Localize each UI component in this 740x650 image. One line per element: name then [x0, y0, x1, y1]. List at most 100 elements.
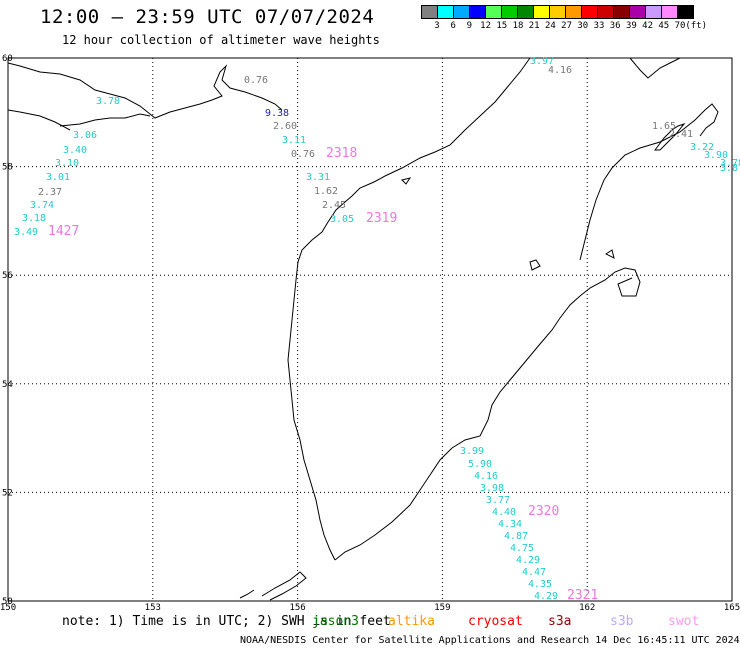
wave-height-label: 5.90 [468, 459, 492, 470]
wave-height-readings: 3.974.160.763.789.382.603.110.76 23183.06… [14, 56, 740, 603]
wave-height-label: 3.01 [46, 172, 70, 183]
legend-label: 15 [496, 21, 508, 31]
pass-id-label: 1427 [48, 224, 79, 239]
wave-height-label: 3.8 [720, 163, 738, 174]
wave-height-label: 3.06 [73, 130, 97, 141]
wave-height-label: 3.78 [720, 158, 740, 169]
graticule [8, 58, 732, 601]
legend-label: 39 [625, 21, 637, 31]
footer-note: note: 1) Time is in UTC; 2) SWH is in fe… [62, 614, 391, 629]
pass-id-label: 2319 [366, 211, 397, 226]
legend-labels: 3 6 9 12 15 18 21 24 27 30 33 36 39 42 45 70 (ft) [421, 21, 740, 33]
lat-tick-label: 60 [2, 54, 13, 64]
wave-height-label: 3.40 [63, 145, 87, 156]
wave-height-label: 4.47 [522, 567, 546, 578]
coast-islet-5 [605, 249, 615, 259]
legend-label: 33 [593, 21, 605, 31]
coast-islet-3 [401, 177, 412, 185]
wave-height-label: 3.10 [55, 158, 79, 169]
wave-height-label: 3.05 [330, 214, 354, 225]
wave-height-label: 2.60 [273, 121, 297, 132]
wave-height-label: 4.16 [474, 471, 498, 482]
wave-height-label: 0.76 [244, 75, 268, 86]
wave-height-label: 3.97 [530, 56, 554, 67]
map-subtitle: 12 hour collection of altimeter wave hei… [62, 33, 380, 47]
lon-tick-label: 159 [434, 603, 450, 613]
satellite-label-altika: altika [388, 614, 435, 629]
pass-id-label: 2320 [528, 504, 559, 519]
coast-kuril-island-2 [239, 589, 255, 599]
wave-height-label: 1.65 [652, 121, 676, 132]
wave-height-label: 2.37 [38, 187, 62, 198]
coast-karaginsky-island [654, 122, 686, 151]
coast-kuril-island-1 [261, 571, 307, 601]
wave-height-label: 4.16 [548, 65, 572, 76]
wave-height-label: 9.38 [265, 108, 289, 119]
wave-height-label: 3.11 [282, 135, 306, 146]
legend-label: 24 [544, 21, 556, 31]
coast-north-mainland [7, 62, 283, 119]
wave-height-label: 3.99 [460, 446, 484, 457]
legend-label: 27 [561, 21, 573, 31]
map-frame [7, 57, 733, 602]
wave-height-label: 2.41 [669, 129, 693, 140]
legend-label: 12 [480, 21, 492, 31]
wave-height-label: 3.49 [14, 227, 38, 238]
satellite-label-cryosat: cryosat [468, 614, 523, 629]
legend-label: 9 [466, 21, 473, 31]
wave-height-label: 0.76 [291, 149, 315, 160]
lon-tick-label: 165 [724, 603, 740, 613]
coast-kamchatka-northeast [579, 103, 719, 261]
wave-height-label: 2.45 [322, 200, 346, 211]
coast-kamchatka-east [334, 267, 641, 561]
lat-tick-label: 56 [2, 271, 13, 281]
legend-label: 70 [674, 21, 686, 31]
satellite-label-s3b: s3b [610, 614, 634, 629]
legend-label: 30 [577, 21, 589, 31]
lat-tick-label: 50 [2, 597, 13, 607]
color-legend [421, 5, 694, 19]
axis-tick-labels: 150 153 156 159 162 165 60 58 56 54 52 50 [0, 54, 740, 613]
legend-label: 45 [658, 21, 670, 31]
lat-tick-label: 58 [2, 163, 13, 173]
legend-label: 42 [642, 21, 654, 31]
wave-height-label: 4.34 [498, 519, 522, 530]
legend-label: 36 [609, 21, 621, 31]
legend-label: 21 [528, 21, 540, 31]
wave-height-label: 1.62 [314, 186, 338, 197]
wave-height-label: 4.35 [528, 579, 552, 590]
wave-height-label: 3.90 [704, 150, 728, 161]
credit-line: NOAA/NESDIS Center for Satellite Applica… [240, 635, 740, 646]
wave-height-label: 3.18 [22, 213, 46, 224]
coast-northeast-tip [629, 57, 681, 79]
lon-tick-label: 162 [579, 603, 595, 613]
coastline [7, 57, 719, 601]
legend-label: 3 [434, 21, 440, 31]
satellite-label-jason3: jason3 [312, 614, 359, 629]
wave-height-label: 4.75 [510, 543, 534, 554]
coast-north-islet-2 [7, 109, 71, 131]
wave-height-label: 3.22 [690, 142, 714, 153]
lon-tick-label: 150 [0, 603, 16, 613]
coast-kamchatka-west [287, 57, 531, 561]
pass-id-label: 2318 [326, 146, 357, 161]
wave-height-label: 3.78 [96, 96, 120, 107]
wave-height-label: 4.40 [492, 507, 516, 518]
satellite-label-s3a: s3a [548, 614, 572, 629]
wave-height-label: 4.29 [516, 555, 540, 566]
coast-islet-4 [529, 259, 541, 271]
wave-height-label: 3.98 [480, 483, 504, 494]
legend-label: 6 [450, 21, 456, 31]
lon-tick-label: 153 [145, 603, 161, 613]
map-title: 12:00 – 23:59 UTC 07/07/2024 [40, 6, 375, 28]
lon-tick-label: 156 [289, 603, 305, 613]
wave-height-label: 3.77 [486, 495, 510, 506]
wave-height-label: 3.74 [30, 200, 54, 211]
lat-tick-label: 54 [2, 380, 13, 390]
wave-height-label: 4.87 [504, 531, 528, 542]
wave-height-label: 3.31 [306, 172, 330, 183]
legend-label: (ft) [685, 21, 708, 31]
lat-tick-label: 52 [2, 488, 13, 498]
legend-swatch [677, 5, 694, 19]
